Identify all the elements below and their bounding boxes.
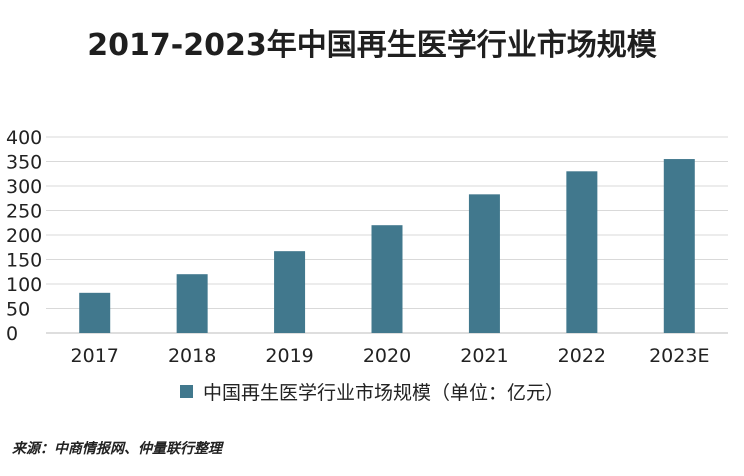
y-tick-label: 100: [6, 274, 42, 296]
x-tick-label: 2020: [363, 345, 411, 367]
x-tick-label: 2018: [168, 345, 216, 367]
bar-2022: [566, 171, 598, 333]
y-tick-label: 350: [6, 152, 42, 174]
bar-2020: [371, 225, 403, 333]
x-tick-label: 2023E: [649, 345, 709, 367]
x-tick-label: 2021: [460, 345, 508, 367]
bar-2017: [79, 292, 111, 333]
chart-title: 2017-2023年中国再生医学行业市场规模: [87, 28, 657, 63]
y-tick-label: 200: [6, 225, 42, 247]
bar-2021: [468, 194, 500, 333]
bar-2019: [274, 251, 306, 333]
x-tick-label: 2017: [71, 345, 119, 367]
bars: [79, 159, 695, 333]
x-axis-ticks: 2017 2018 2019 2020 2021 2022 2023E: [71, 345, 710, 367]
legend-label: 中国再生医学行业市场规模（单位：亿元）: [202, 382, 564, 404]
x-tick-label: 2019: [265, 345, 313, 367]
source-note: 来源：中商情报网、仲量联行整理: [12, 441, 222, 457]
legend: 中国再生医学行业市场规模（单位：亿元）: [0, 378, 744, 405]
legend-swatch: [179, 385, 193, 398]
y-tick-label: 0: [6, 323, 18, 345]
y-tick-label: 400: [6, 127, 42, 149]
y-tick-label: 250: [6, 201, 42, 223]
y-tick-label: 300: [6, 176, 42, 198]
y-tick-label: 50: [6, 299, 30, 321]
bar-2018: [176, 274, 208, 333]
y-tick-label: 150: [6, 250, 42, 272]
x-tick-label: 2022: [558, 345, 606, 367]
bar-2023E: [663, 159, 695, 333]
